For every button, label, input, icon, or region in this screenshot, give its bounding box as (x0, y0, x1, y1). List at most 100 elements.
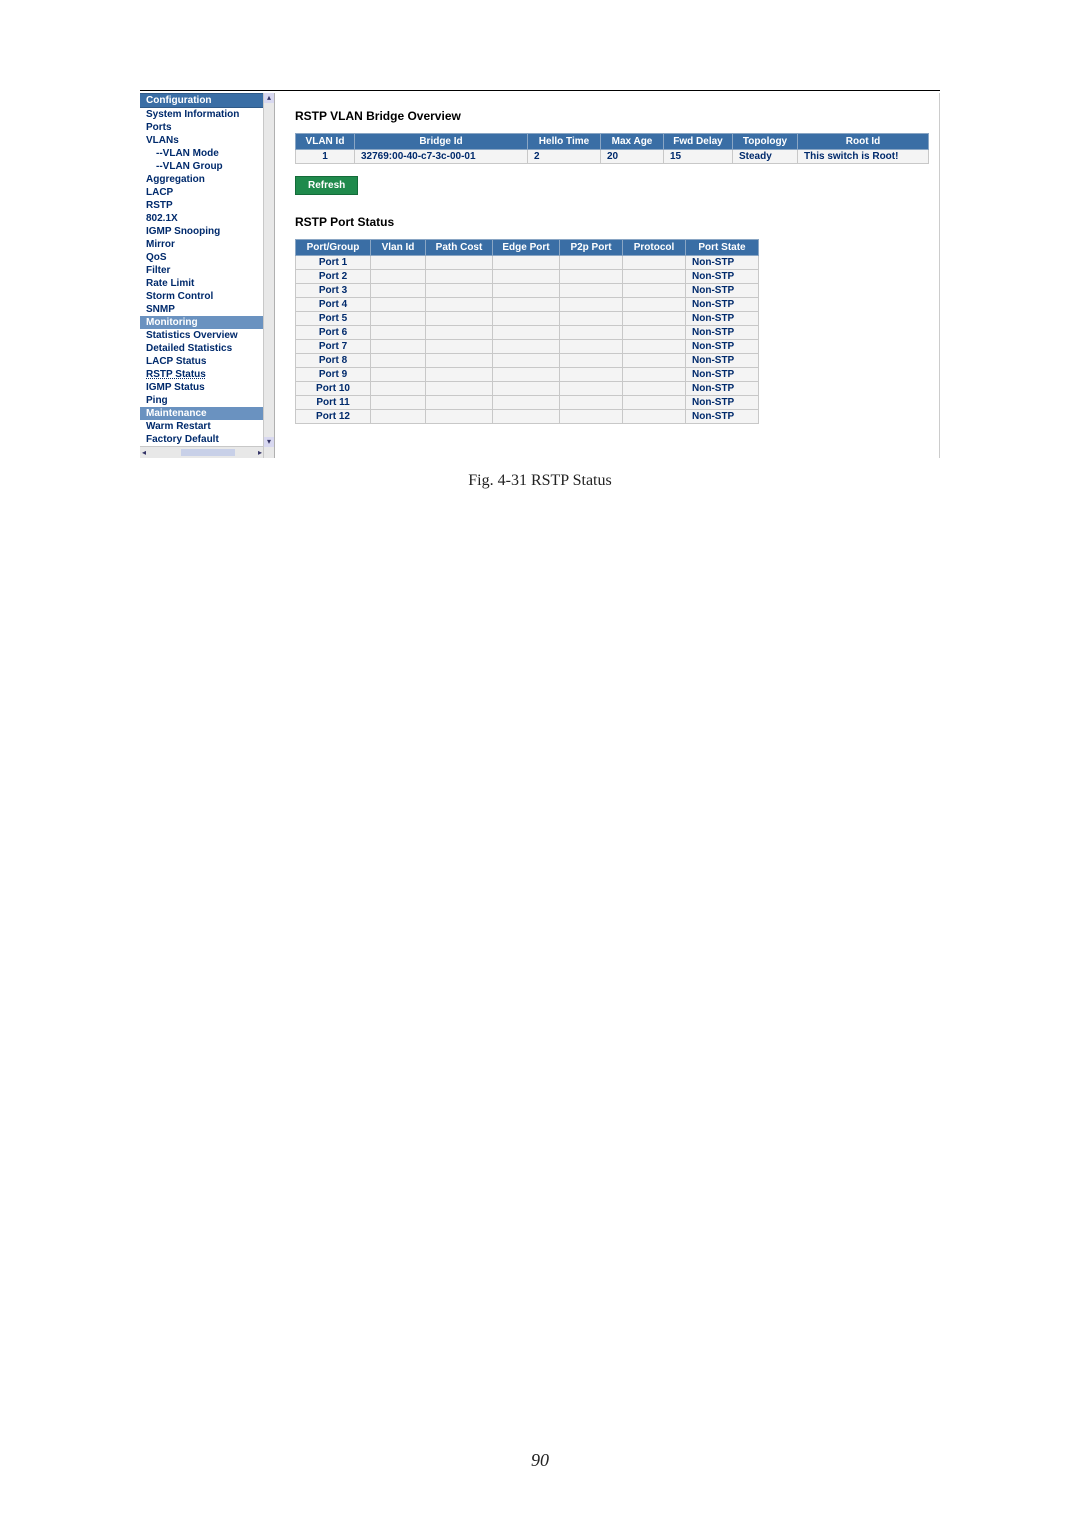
sidebar-item-mirror[interactable]: Mirror (140, 238, 264, 251)
port-status-title: RSTP Port Status (295, 215, 929, 229)
port-cell-empty (493, 354, 560, 368)
port-cell-empty (426, 326, 493, 340)
sidebar-item-monitoring: Monitoring (140, 316, 264, 329)
app-frame: ConfigurationSystem InformationPortsVLAN… (140, 93, 940, 458)
scroll-up-icon[interactable]: ▴ (264, 93, 274, 103)
port-cell-empty (623, 382, 686, 396)
bridge-overview-table: VLAN IdBridge IdHello TimeMax AgeFwd Del… (295, 133, 929, 164)
scroll-left-icon[interactable]: ◂ (140, 448, 146, 457)
port-cell-empty (623, 410, 686, 424)
port-cell-state: Non-STP (686, 396, 759, 410)
sidebar-item-detailed-statistics[interactable]: Detailed Statistics (140, 342, 264, 355)
sidebar-item-vlans[interactable]: VLANs (140, 134, 264, 147)
port-row: Port 9Non-STP (296, 368, 759, 382)
sidebar-item-aggregation[interactable]: Aggregation (140, 173, 264, 186)
port-cell-empty (371, 410, 426, 424)
port-cell-empty (493, 340, 560, 354)
port-cell-state: Non-STP (686, 298, 759, 312)
sidebar-item-warm-restart[interactable]: Warm Restart (140, 420, 264, 433)
sidebar-item-lacp-status[interactable]: LACP Status (140, 355, 264, 368)
port-row: Port 1 Non-STP (296, 256, 759, 270)
port-cell-empty (493, 396, 560, 410)
port-cell-state: Non-STP (686, 340, 759, 354)
main-content: RSTP VLAN Bridge Overview VLAN IdBridge … (275, 93, 939, 458)
port-col-port-group: Port/Group (296, 240, 371, 256)
bridge-col-max-age: Max Age (601, 134, 664, 150)
scroll-down-icon[interactable]: ▾ (264, 437, 274, 447)
sidebar-hscroll[interactable]: ◂ ▸ (140, 446, 274, 458)
port-cell-name: Port 11 (296, 396, 371, 410)
sidebar-item-802-1x[interactable]: 802.1X (140, 212, 264, 225)
port-cell-empty (560, 382, 623, 396)
port-cell-empty (493, 256, 560, 270)
port-cell-name: Port 3 (296, 284, 371, 298)
port-cell-empty (623, 270, 686, 284)
port-cell-state: Non-STP (686, 270, 759, 284)
port-cell-state: Non-STP (686, 368, 759, 382)
sidebar-item-qos[interactable]: QoS (140, 251, 264, 264)
sidebar-item-ping[interactable]: Ping (140, 394, 264, 407)
sidebar-item-igmp-snooping[interactable]: IGMP Snooping (140, 225, 264, 238)
port-cell-empty (426, 312, 493, 326)
port-col-port-state: Port State (686, 240, 759, 256)
bridge-cell-topology: Steady (733, 150, 798, 164)
sidebar-item-snmp[interactable]: SNMP (140, 303, 264, 316)
sidebar-item-filter[interactable]: Filter (140, 264, 264, 277)
port-cell-empty (426, 354, 493, 368)
port-cell-state: Non-STP (686, 256, 759, 270)
port-cell-empty (493, 368, 560, 382)
sidebar-item-statistics-overview[interactable]: Statistics Overview (140, 329, 264, 342)
port-cell-empty (493, 410, 560, 424)
port-cell-empty (493, 382, 560, 396)
port-cell-empty (493, 270, 560, 284)
port-cell-empty (426, 340, 493, 354)
port-row: Port 5Non-STP (296, 312, 759, 326)
sidebar-item-factory-default[interactable]: Factory Default (140, 433, 264, 446)
port-cell-empty (560, 368, 623, 382)
bridge-overview-title: RSTP VLAN Bridge Overview (295, 109, 929, 123)
sidebar-item-vlan-group[interactable]: --VLAN Group (140, 160, 264, 173)
port-cell-empty (623, 284, 686, 298)
sidebar-item-system-information[interactable]: System Information (140, 108, 264, 121)
port-col-p2p-port: P2p Port (560, 240, 623, 256)
sidebar-item-maintenance: Maintenance (140, 407, 264, 420)
bridge-cell-fwd-delay: 15 (664, 150, 733, 164)
port-cell-empty (371, 270, 426, 284)
sidebar-item-rstp-status[interactable]: RSTP Status (140, 368, 264, 381)
port-cell-empty (426, 256, 493, 270)
port-cell-empty (623, 354, 686, 368)
sidebar-item-rate-limit[interactable]: Rate Limit (140, 277, 264, 290)
sidebar-item-vlan-mode[interactable]: --VLAN Mode (140, 147, 264, 160)
port-cell-empty (371, 340, 426, 354)
port-cell-empty (623, 256, 686, 270)
sidebar-item-igmp-status[interactable]: IGMP Status (140, 381, 264, 394)
sidebar-vscroll[interactable]: ▴ ▾ (263, 93, 274, 458)
bridge-cell-max-age: 20 (601, 150, 664, 164)
bridge-cell-root-id: This switch is Root! (798, 150, 929, 164)
port-cell-empty (623, 312, 686, 326)
port-cell-name: Port 6 (296, 326, 371, 340)
port-cell-empty (371, 326, 426, 340)
sidebar-item-ports[interactable]: Ports (140, 121, 264, 134)
bridge-col-fwd-delay: Fwd Delay (664, 134, 733, 150)
sidebar-item-lacp[interactable]: LACP (140, 186, 264, 199)
port-cell-empty (623, 368, 686, 382)
sidebar-item-storm-control[interactable]: Storm Control (140, 290, 264, 303)
port-row: Port 2Non-STP (296, 270, 759, 284)
port-cell-name: Port 1 (296, 256, 371, 270)
sidebar-item-rstp[interactable]: RSTP (140, 199, 264, 212)
scroll-thumb[interactable] (181, 449, 235, 456)
page-number: 90 (0, 1450, 1080, 1471)
port-cell-empty (623, 326, 686, 340)
refresh-button[interactable]: Refresh (295, 176, 358, 195)
port-cell-empty (493, 298, 560, 312)
port-col-path-cost: Path Cost (426, 240, 493, 256)
bridge-cell-hello-time: 2 (528, 150, 601, 164)
figure-caption: Fig. 4-31 RSTP Status (0, 472, 1080, 490)
port-cell-name: Port 8 (296, 354, 371, 368)
port-cell-empty (371, 382, 426, 396)
port-cell-state: Non-STP (686, 382, 759, 396)
port-cell-empty (426, 270, 493, 284)
sidebar: ConfigurationSystem InformationPortsVLAN… (140, 93, 275, 458)
port-cell-empty (560, 270, 623, 284)
